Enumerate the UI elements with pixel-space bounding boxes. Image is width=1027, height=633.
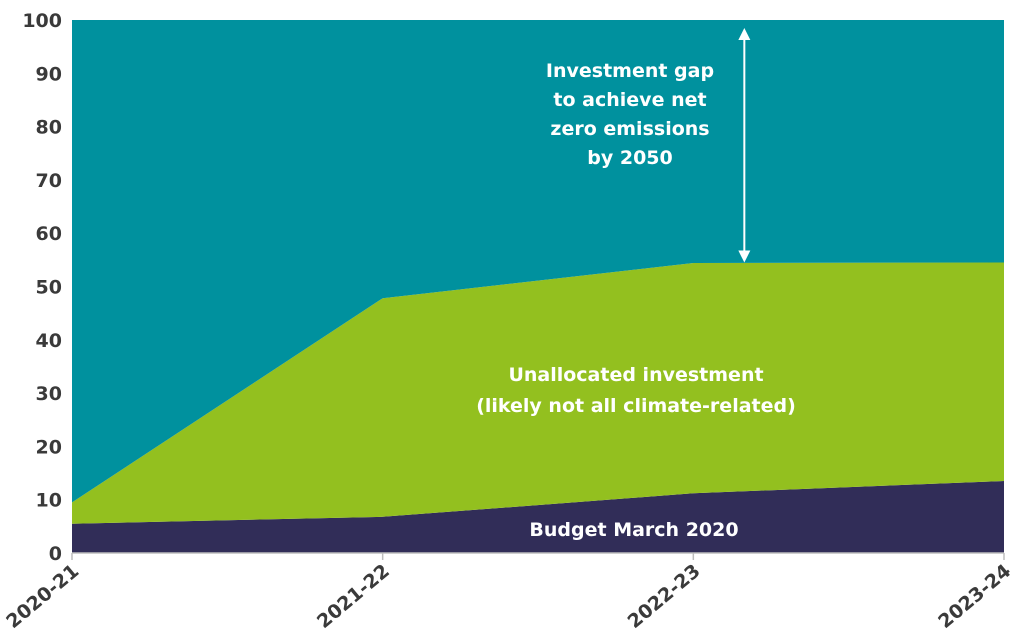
gap-label-line-1: Investment gap (546, 60, 714, 82)
area-series-0 (72, 481, 1004, 553)
gap-arrow-head-top (738, 27, 751, 40)
x-tick-label: 2020-21 (2, 560, 83, 633)
y-tick-label: 40 (36, 330, 62, 352)
gap-label-line-4: by 2050 (587, 147, 672, 169)
annotation-layer: Investment gap to achieve net zero emiss… (476, 27, 796, 541)
y-tick-label: 10 (36, 490, 62, 512)
budget-label: Budget March 2020 (529, 519, 738, 541)
x-tick-label: 2022-23 (624, 560, 705, 633)
y-tick-label: 90 (36, 63, 62, 85)
y-tick-label: 20 (36, 436, 62, 458)
y-tick-label: 0 (49, 543, 62, 565)
gap-label-line-2: to achieve net (553, 89, 706, 111)
y-tick-label: 70 (36, 170, 62, 192)
y-tick-label: 60 (36, 223, 62, 245)
y-tick-label: 30 (36, 383, 62, 405)
area-series-2 (72, 20, 1004, 503)
gap-arrow-head-bottom (738, 250, 751, 263)
area-series-1 (72, 262, 1004, 524)
x-tick-label: 2023-24 (934, 560, 1015, 633)
unallocated-label-line-2: (likely not all climate-related) (476, 395, 796, 417)
y-tick-label: 80 (36, 117, 62, 139)
areas-layer (72, 20, 1004, 553)
unallocated-label-line-1: Unallocated investment (508, 364, 763, 386)
x-tick-label: 2021-22 (313, 560, 394, 633)
y-tick-label: 50 (36, 277, 62, 299)
gap-label-line-3: zero emissions (550, 118, 709, 140)
y-tick-label: 100 (22, 10, 62, 32)
